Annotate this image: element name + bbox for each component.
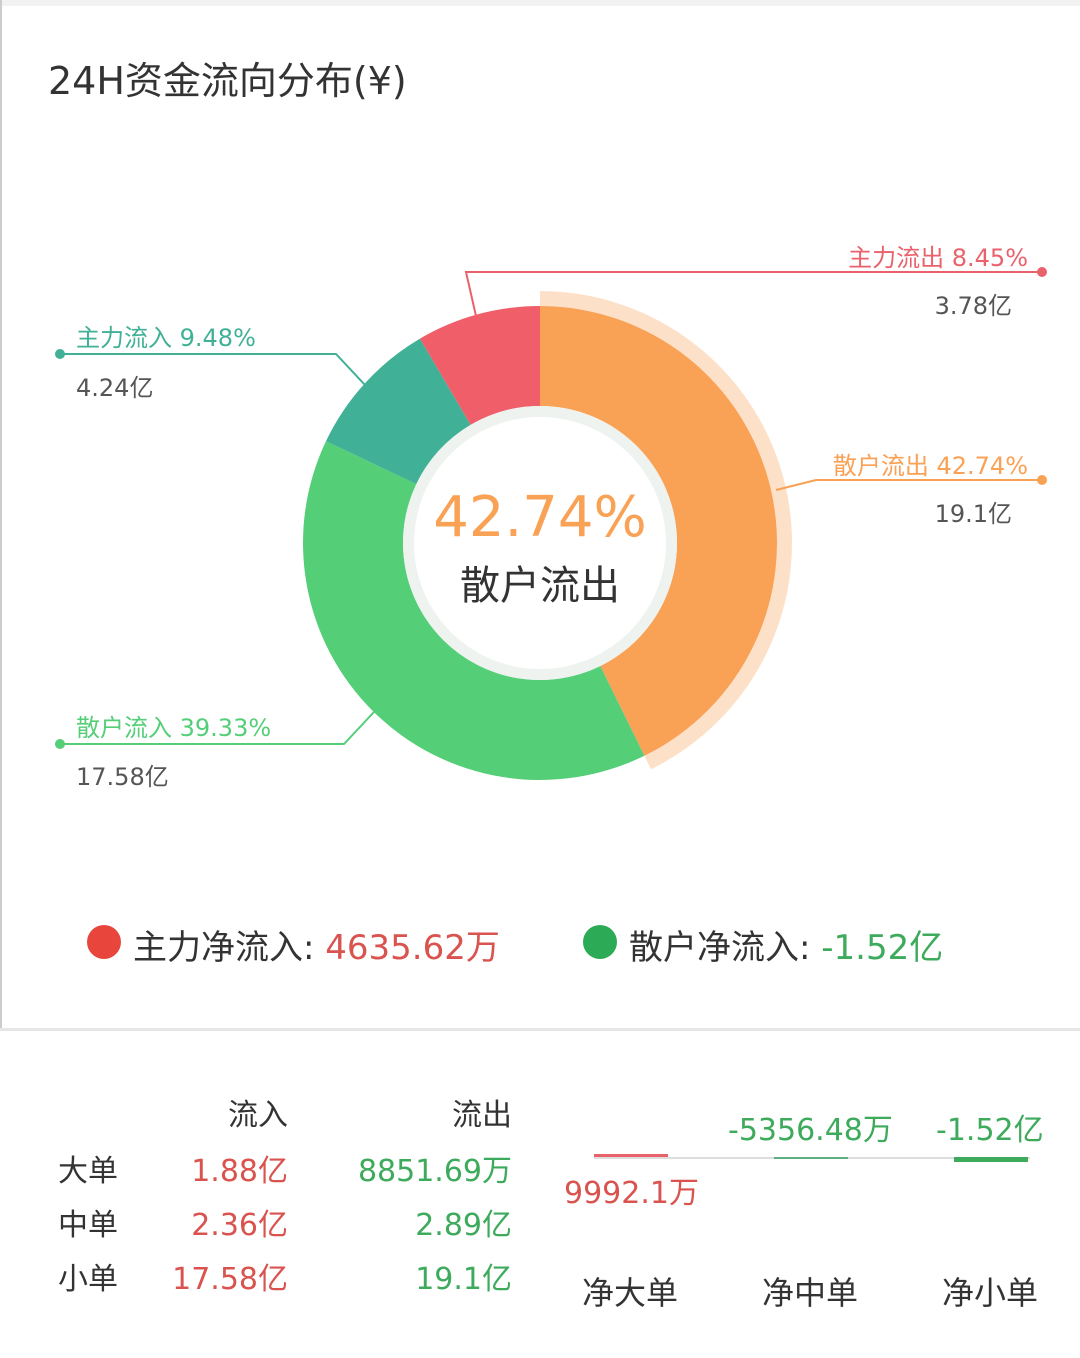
row-out: 2.89亿	[415, 1208, 512, 1243]
amount-retail-in: 17.58亿	[76, 763, 169, 791]
label-retail-out: 散户流出 42.74%	[832, 452, 1028, 480]
leader-main-out-dot	[1037, 267, 1047, 277]
bar-net-large	[594, 1154, 668, 1157]
leader-main-in	[60, 353, 366, 386]
legend-main-value: 4635.62万	[325, 928, 500, 968]
row-name: 小单	[58, 1262, 118, 1297]
legend-retail: 散户净流入: -1.52亿	[629, 920, 943, 969]
legend-dot-main	[87, 925, 121, 959]
row-name: 大单	[58, 1154, 118, 1189]
cat-net-medium: 净中单	[762, 1274, 859, 1312]
center-label: 散户流出	[460, 563, 620, 609]
legend-retail-value: -1.52亿	[821, 928, 944, 968]
row-name: 中单	[58, 1208, 118, 1243]
leader-main-out	[464, 271, 1042, 317]
center-value: 42.74%	[433, 485, 647, 550]
leader-main-in-dot	[55, 349, 65, 359]
top-bar	[0, 0, 1080, 6]
cat-net-large: 净大单	[582, 1274, 679, 1312]
cat-net-small: 净小单	[942, 1274, 1039, 1312]
row-in: 1.88亿	[191, 1154, 288, 1189]
row-in: 17.58亿	[172, 1262, 288, 1297]
donut-chart	[55, 267, 1047, 780]
legend-dot-retail	[583, 925, 617, 959]
legend-main-label: 主力净流入:	[133, 928, 315, 968]
legend-main: 主力净流入: 4635.62万	[133, 920, 500, 969]
amount-main-in: 4.24亿	[76, 374, 154, 402]
leader-retail-out	[775, 479, 1042, 491]
leader-retail-in	[60, 711, 375, 745]
divider	[0, 1028, 1080, 1031]
header-out: 流出	[452, 1098, 512, 1133]
bar-label-medium: -5356.48万	[728, 1113, 893, 1148]
amount-main-out: 3.78亿	[934, 292, 1012, 320]
bar-label-small: -1.52亿	[936, 1113, 1044, 1148]
label-main-in: 主力流入 9.48%	[76, 324, 256, 352]
slice-retail-in[interactable]	[303, 441, 645, 780]
slice-main-in[interactable]	[326, 338, 471, 485]
label-main-out: 主力流出 8.45%	[848, 244, 1028, 272]
card-border	[0, 0, 2, 1030]
leader-retail-in-dot	[55, 739, 65, 749]
row-out: 8851.69万	[357, 1154, 512, 1189]
bar-net-medium	[774, 1157, 848, 1159]
label-retail-in: 散户流入 39.33%	[76, 714, 272, 742]
row-out: 19.1亿	[415, 1262, 512, 1297]
slice-main-out[interactable]	[419, 306, 540, 425]
inner-circle	[414, 417, 666, 669]
bar-label-large: 9992.1万	[564, 1176, 699, 1211]
leader-retail-out-dot	[1037, 475, 1047, 485]
amount-retail-out: 19.1亿	[934, 500, 1012, 528]
legend-retail-label: 散户净流入:	[629, 928, 811, 968]
bar-net-small	[954, 1157, 1028, 1162]
slice-retail-out[interactable]	[540, 306, 777, 756]
header-in: 流入	[228, 1098, 288, 1133]
row-in: 2.36亿	[191, 1208, 288, 1243]
page-title: 24H资金流向分布(¥)	[48, 59, 407, 103]
